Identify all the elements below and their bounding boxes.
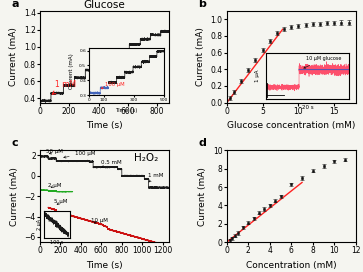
Text: 0.5 mM: 0.5 mM: [101, 160, 122, 168]
Text: 10 μM: 10 μM: [91, 218, 108, 223]
Text: c: c: [12, 138, 18, 149]
Y-axis label: Current (mA): Current (mA): [199, 167, 208, 226]
Title: Glucose: Glucose: [83, 0, 125, 10]
Text: a: a: [12, 0, 19, 9]
Text: 2 μM: 2 μM: [48, 183, 61, 188]
Text: 5 μM: 5 μM: [54, 199, 68, 205]
X-axis label: Glucose concentration (mM): Glucose concentration (mM): [227, 121, 355, 130]
Text: 1 mM: 1 mM: [52, 80, 76, 94]
Y-axis label: Current (mA): Current (mA): [9, 27, 18, 86]
Text: H₂O₂: H₂O₂: [134, 153, 159, 163]
Y-axis label: Current (mA): Current (mA): [196, 27, 205, 86]
Text: d: d: [199, 138, 206, 149]
Text: 50 μM: 50 μM: [46, 149, 63, 154]
Text: 1 mM: 1 mM: [148, 173, 164, 182]
X-axis label: Time (s): Time (s): [86, 121, 123, 130]
X-axis label: Time (s): Time (s): [86, 261, 123, 270]
Text: b: b: [199, 0, 206, 9]
Y-axis label: Current (mA): Current (mA): [10, 167, 19, 226]
Text: 100 μM: 100 μM: [64, 152, 95, 158]
X-axis label: Concentration (mM): Concentration (mM): [246, 261, 337, 270]
